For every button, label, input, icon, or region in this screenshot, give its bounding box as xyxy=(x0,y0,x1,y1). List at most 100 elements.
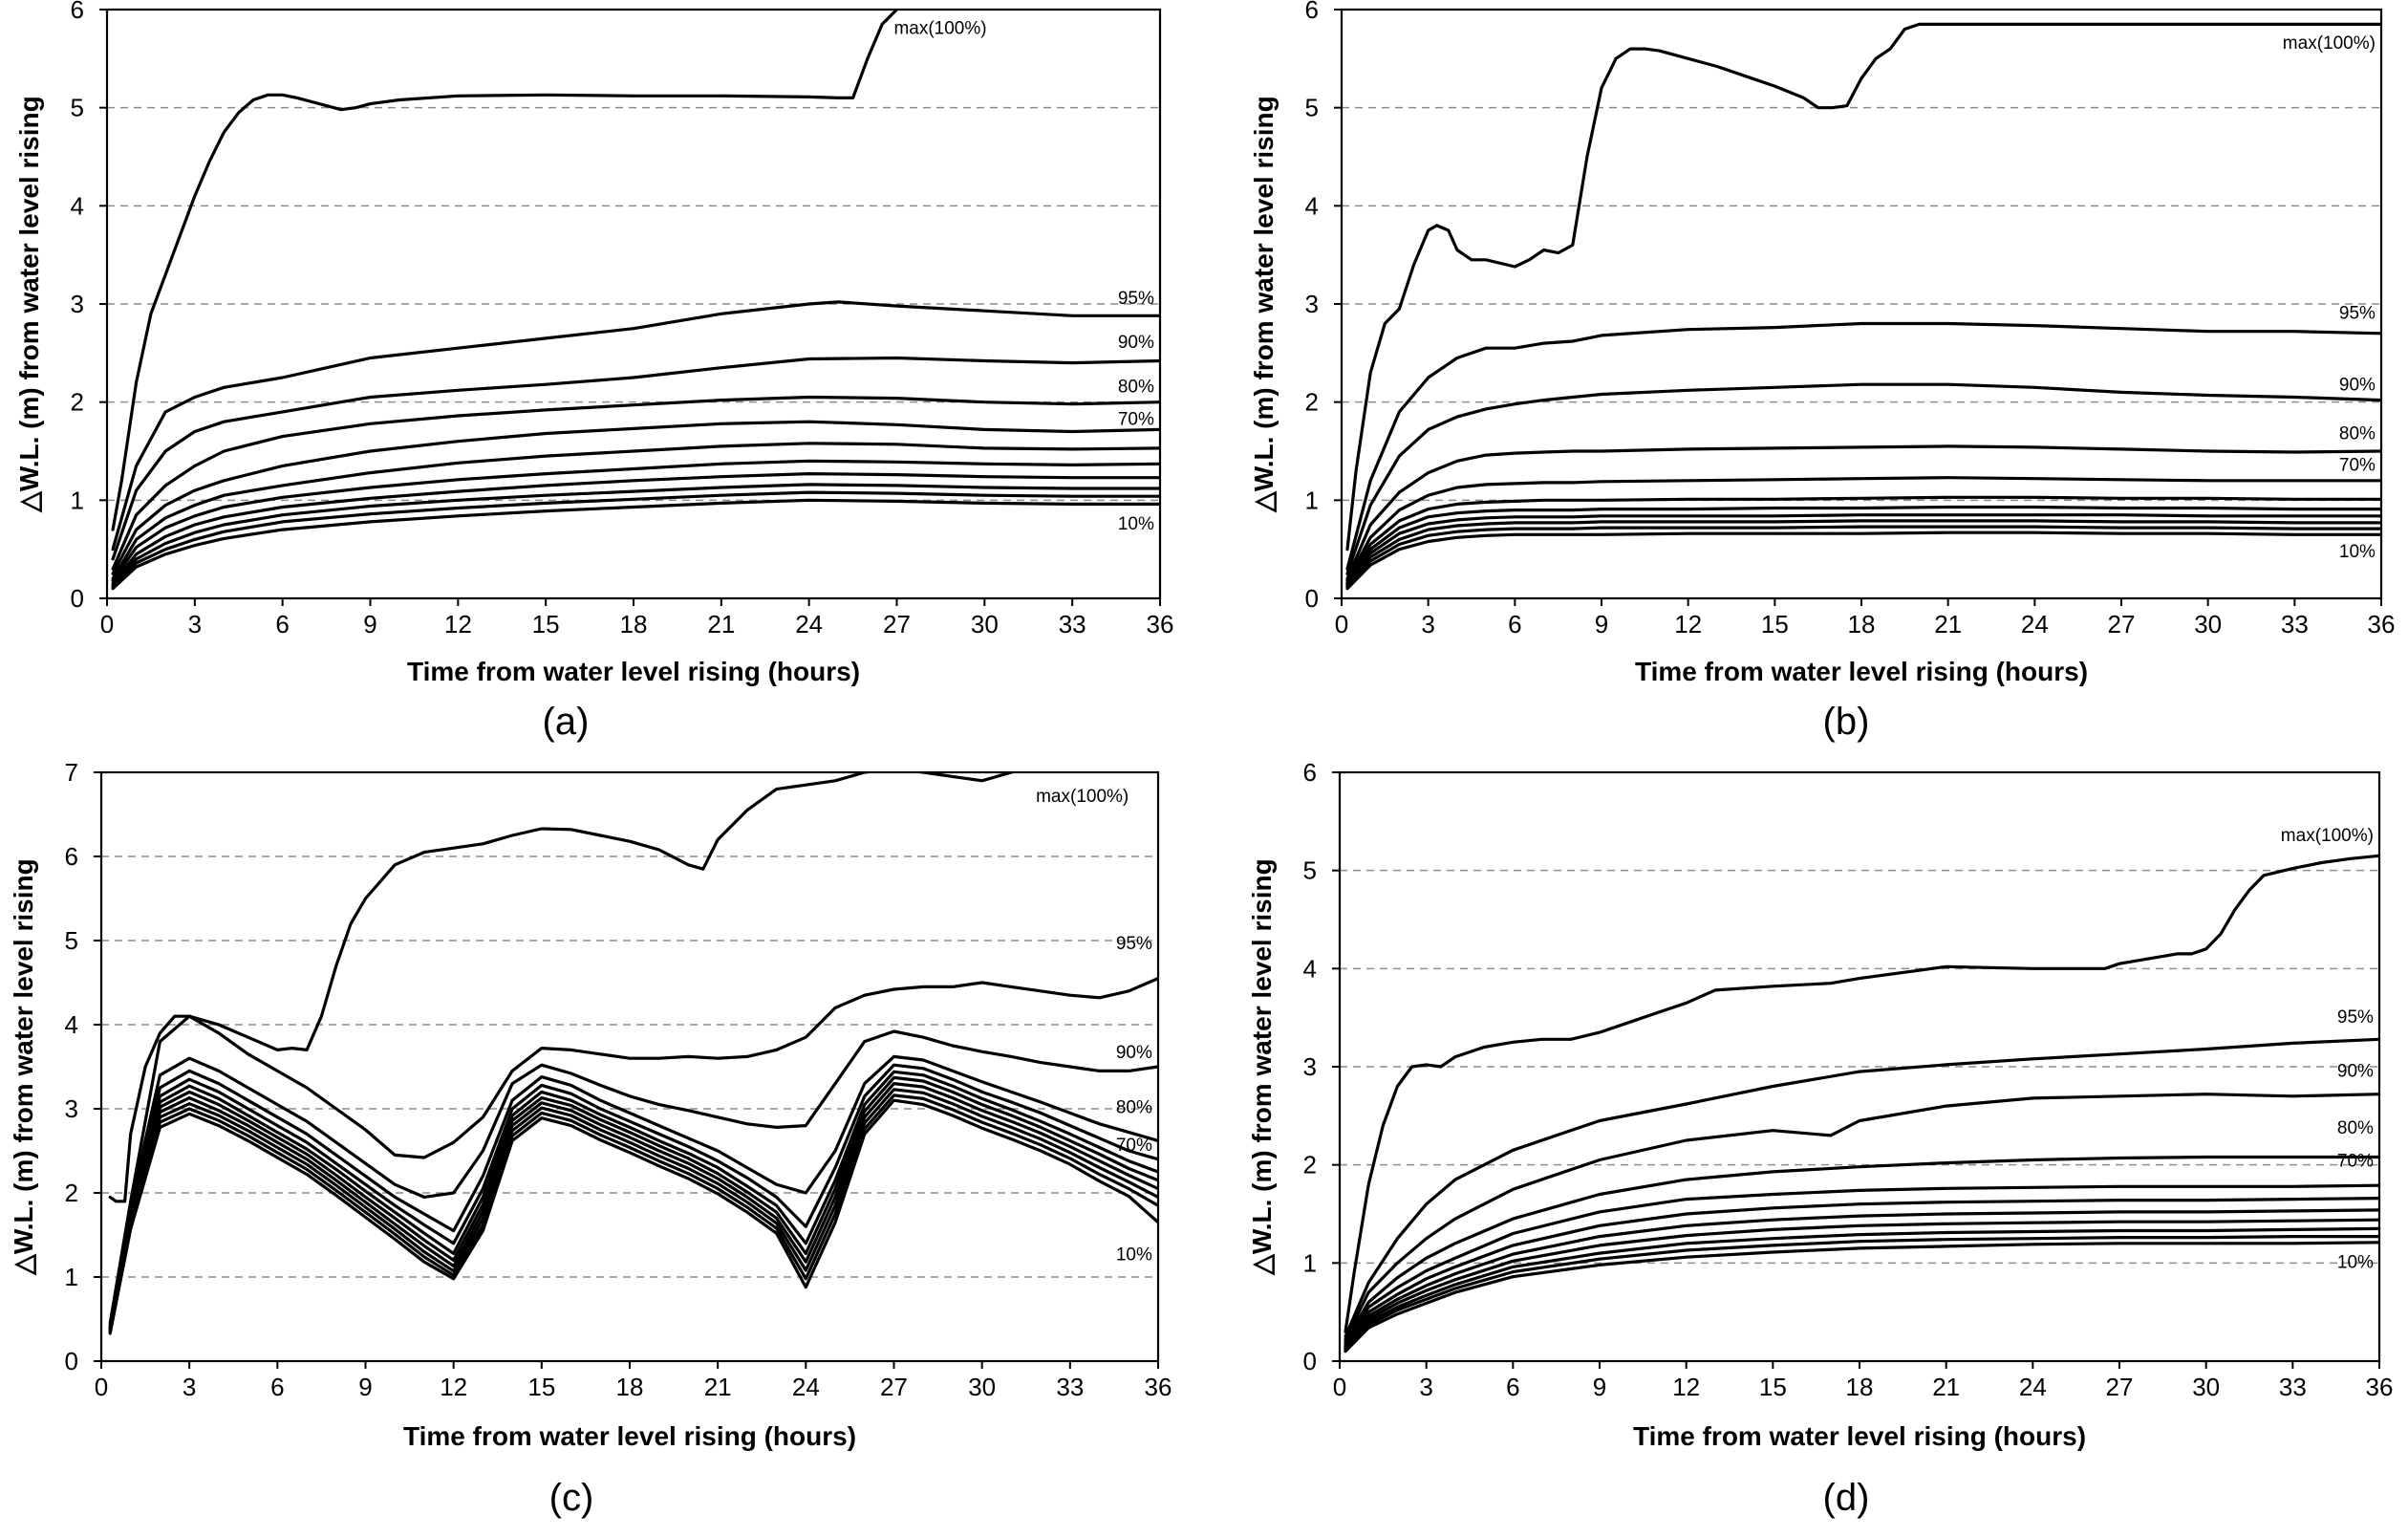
x-tick-label: 27 xyxy=(2108,610,2136,639)
series-line-9 xyxy=(108,1088,1158,1333)
series-label: 10% xyxy=(2337,1252,2374,1272)
series-line-5 xyxy=(1344,1183,2379,1346)
series-group xyxy=(1345,22,2381,591)
y-tick-label: 0 xyxy=(1305,584,1319,613)
series-label: 70% xyxy=(1116,1136,1152,1156)
x-axis-title: Time from water level rising (hours) xyxy=(403,1421,856,1451)
series-line-10 xyxy=(1345,525,2381,589)
series-line-3 xyxy=(111,356,1160,561)
series-group xyxy=(108,772,1158,1335)
x-tick-label: 30 xyxy=(971,610,999,639)
y-tick-label: 6 xyxy=(71,0,84,24)
x-tick-label: 3 xyxy=(1419,1373,1432,1401)
x-tick-label: 18 xyxy=(1848,610,1876,639)
x-tick-label: 15 xyxy=(1761,610,1789,639)
series-line-4 xyxy=(1345,444,2381,581)
series-line-11 xyxy=(108,1098,1158,1335)
series-line-6 xyxy=(1345,495,2381,585)
y-tick-label: 4 xyxy=(71,191,84,220)
x-tick-label: 27 xyxy=(2106,1373,2134,1401)
y-tick-label: 4 xyxy=(1303,954,1317,983)
series-line-7 xyxy=(1344,1208,2379,1349)
y-tick-label: 1 xyxy=(65,1263,78,1291)
x-tick-label: 36 xyxy=(1145,1373,1172,1401)
x-axis-title: Time from water level rising (hours) xyxy=(1633,1421,2086,1451)
series-line-4 xyxy=(108,1054,1158,1330)
series-line-1 xyxy=(108,772,1013,1203)
panel-label: (d) xyxy=(1823,1477,1870,1519)
x-tick-label: 21 xyxy=(707,610,735,639)
x-tick-label: 30 xyxy=(968,1373,996,1401)
x-tick-label: 30 xyxy=(2192,1373,2220,1401)
series-line-11 xyxy=(1345,530,2381,591)
series-label: 95% xyxy=(1118,289,1154,309)
series-line-4 xyxy=(111,395,1160,571)
series-label: 90% xyxy=(2339,375,2376,395)
x-tick-label: 6 xyxy=(270,1373,284,1401)
series-line-2 xyxy=(1344,1037,2379,1338)
series-line-8 xyxy=(111,472,1160,586)
x-tick-label: 18 xyxy=(1846,1373,1874,1401)
x-tick-label: 27 xyxy=(880,1373,908,1401)
x-tick-label: 6 xyxy=(1506,1373,1519,1401)
y-tick-label: 4 xyxy=(65,1010,78,1039)
y-tick-label: 0 xyxy=(71,584,84,613)
series-line-11 xyxy=(111,498,1160,591)
series-label: 70% xyxy=(2337,1152,2374,1172)
x-tick-label: 15 xyxy=(532,610,560,639)
series-line-8 xyxy=(108,1082,1158,1332)
series-label: max(100%) xyxy=(2283,33,2376,54)
series-line-3 xyxy=(1344,1093,2379,1341)
y-axis-title: △W.L. (m) from water level rising xyxy=(14,96,44,512)
series-label: 90% xyxy=(2337,1061,2374,1081)
x-tick-label: 33 xyxy=(2279,1373,2307,1401)
series-line-6 xyxy=(108,1070,1158,1331)
series-line-5 xyxy=(111,420,1160,575)
x-tick-label: 12 xyxy=(1672,1373,1700,1401)
y-tick-label: 2 xyxy=(65,1179,78,1207)
series-label: 80% xyxy=(2339,424,2376,444)
panel-label: (b) xyxy=(1823,701,1870,743)
series-line-6 xyxy=(1344,1197,2379,1348)
x-tick-label: 3 xyxy=(1421,610,1434,639)
y-tick-label: 2 xyxy=(1305,388,1319,417)
y-axis-title: △W.L. (m) from water level rising xyxy=(1247,858,1277,1275)
x-tick-label: 3 xyxy=(188,610,202,639)
x-tick-label: 30 xyxy=(2194,610,2222,639)
series-label: max(100%) xyxy=(893,19,986,39)
panel-label: (a) xyxy=(543,701,590,743)
series-line-1 xyxy=(111,10,899,531)
series-label: 70% xyxy=(1118,409,1154,429)
x-tick-label: 9 xyxy=(1595,610,1608,639)
series-line-1 xyxy=(1344,854,2379,1333)
y-tick-label: 5 xyxy=(1305,94,1319,122)
x-tick-label: 33 xyxy=(1059,610,1086,639)
series-group xyxy=(111,10,1160,591)
series-line-11 xyxy=(1344,1241,2379,1353)
series-label: 80% xyxy=(2337,1118,2374,1138)
series-line-10 xyxy=(111,490,1160,589)
y-tick-label: 3 xyxy=(1305,290,1319,318)
series-label: 10% xyxy=(1116,1245,1152,1265)
y-tick-label: 4 xyxy=(1305,191,1319,220)
series-label: 10% xyxy=(2339,542,2376,562)
series-line-5 xyxy=(1345,476,2381,583)
x-tick-label: 0 xyxy=(100,610,114,639)
y-tick-label: 6 xyxy=(1305,0,1319,24)
series-label: 95% xyxy=(2339,303,2376,323)
series-label: 10% xyxy=(1118,514,1154,534)
x-tick-label: 15 xyxy=(527,1373,555,1401)
x-tick-label: 33 xyxy=(1056,1373,1084,1401)
y-tick-label: 3 xyxy=(1303,1052,1317,1081)
y-tick-label: 3 xyxy=(71,290,84,318)
series-line-8 xyxy=(1345,513,2381,587)
x-tick-label: 0 xyxy=(1335,610,1348,639)
plot-frame xyxy=(99,770,1160,1363)
x-tick-label: 24 xyxy=(795,610,823,639)
y-tick-label: 6 xyxy=(65,842,78,871)
series-line-9 xyxy=(1345,519,2381,588)
x-tick-label: 12 xyxy=(444,610,472,639)
